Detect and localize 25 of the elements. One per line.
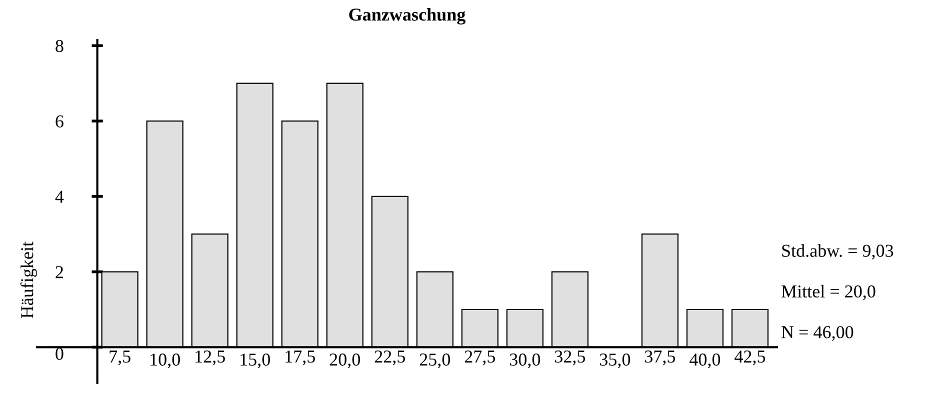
y-tick-label: 2 xyxy=(56,266,63,278)
text: N = 46,00 xyxy=(782,326,854,341)
y-tick-label: 4 xyxy=(55,190,64,203)
x-tick-label: 17,5 xyxy=(286,350,315,366)
x-tick-label: 10,0 xyxy=(150,354,180,368)
text: Mittel = 20,0 xyxy=(782,284,876,300)
x-tick-label: 32,5 xyxy=(555,350,586,366)
x-tick-label: 22,5 xyxy=(374,350,405,366)
x-tick-label: 12,5 xyxy=(196,350,225,366)
y-axis-title: Häufigkeit xyxy=(20,242,37,318)
x-tick-label: 37,5 xyxy=(645,350,676,366)
x-tick-label: 40,0 xyxy=(690,354,720,368)
y-tick-label: 8 xyxy=(56,40,64,52)
x-tick-label: 20,0 xyxy=(330,354,360,368)
y-tick-label: 6 xyxy=(56,115,64,128)
x-tick-label: 27,5 xyxy=(464,350,496,366)
chart-title: Ganzwaschung xyxy=(349,8,466,25)
x-tick-label: 35,0 xyxy=(600,354,630,368)
text: Std.abw. = 9,03 xyxy=(782,244,894,260)
x-tick-label: 7,5 xyxy=(110,350,130,366)
y-tick-label: 0 xyxy=(56,348,64,360)
x-tick-label: 15,0 xyxy=(240,354,270,368)
x-tick-label: 42,5 xyxy=(734,350,766,366)
x-tick-label: 30,0 xyxy=(510,354,540,368)
x-tick-label: 25,0 xyxy=(420,354,450,368)
